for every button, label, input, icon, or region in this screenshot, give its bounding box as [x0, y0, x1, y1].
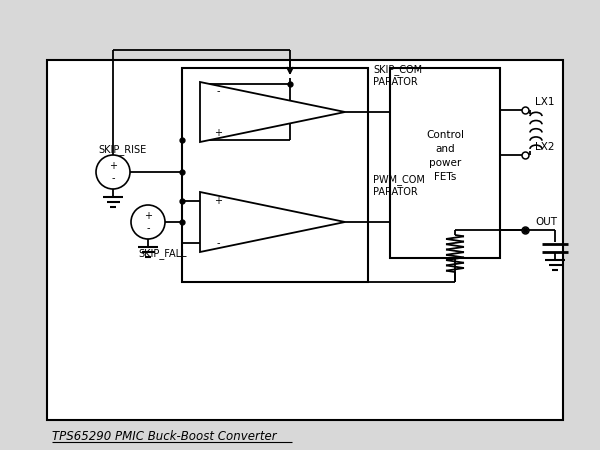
Text: TPS65290 PMIC Buck-Boost Converter: TPS65290 PMIC Buck-Boost Converter [52, 429, 277, 442]
Polygon shape [200, 82, 345, 142]
Text: and: and [435, 144, 455, 154]
Circle shape [131, 205, 165, 239]
Text: PARATOR: PARATOR [373, 187, 418, 197]
Text: SKIP_COM: SKIP_COM [373, 64, 422, 76]
Text: Control: Control [426, 130, 464, 140]
Text: LX1: LX1 [535, 97, 554, 107]
Text: +: + [144, 211, 152, 221]
Polygon shape [200, 192, 345, 252]
Text: PARATOR: PARATOR [373, 77, 418, 87]
Text: -: - [111, 173, 115, 183]
Text: +: + [214, 128, 222, 138]
Text: -: - [216, 86, 220, 96]
Text: PWM_COM: PWM_COM [373, 175, 425, 185]
Text: FETs: FETs [434, 172, 456, 182]
Text: power: power [429, 158, 461, 168]
Bar [390, 68, 500, 258]
Bar [47, 60, 563, 420]
Text: +: + [214, 196, 222, 206]
Bar [182, 68, 368, 282]
Text: -: - [216, 238, 220, 248]
Text: SKIP_FALL: SKIP_FALL [138, 248, 187, 260]
Text: LX2: LX2 [535, 142, 554, 152]
Text: +: + [109, 161, 117, 171]
Text: -: - [146, 223, 150, 233]
Text: OUT: OUT [535, 217, 557, 227]
Text: SKIP_RISE: SKIP_RISE [98, 144, 146, 155]
Circle shape [96, 155, 130, 189]
